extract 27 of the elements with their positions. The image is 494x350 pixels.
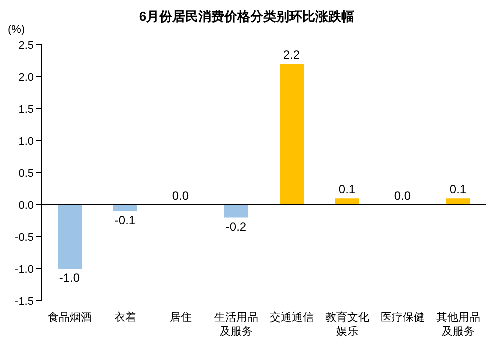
- x-tick-label: 食品烟酒: [48, 311, 92, 324]
- x-tick-label: 生活用品及服务: [214, 311, 258, 338]
- y-axis-title: (%): [8, 24, 26, 36]
- data-label: -1.0: [59, 271, 80, 285]
- data-label: 2.2: [283, 48, 300, 62]
- y-tick-label: 1.0: [18, 136, 34, 148]
- y-tick-label: 2.0: [18, 72, 34, 84]
- x-tick-label: 衣着: [114, 311, 136, 324]
- chart-title: 6月份居民消费价格分类别环比涨跌幅: [139, 9, 355, 24]
- y-tick-label: -1.0: [15, 264, 34, 276]
- data-label: 0.1: [450, 182, 467, 197]
- data-label: -0.2: [226, 220, 247, 234]
- x-tick-label: 居住: [170, 312, 192, 324]
- x-tick-label: 交通通信: [270, 311, 314, 324]
- x-tick-label: 教育文化娱乐: [325, 311, 370, 338]
- y-tick-label: 0.5: [18, 168, 34, 180]
- data-label: -0.1: [114, 213, 136, 228]
- x-tick-label: 其他用品及服务: [436, 311, 480, 338]
- y-tick-label: 1.5: [18, 104, 34, 116]
- y-tick-label: 2.5: [18, 40, 34, 52]
- data-label: 0.1: [338, 182, 356, 197]
- y-tick-label: -0.5: [15, 232, 34, 244]
- y-tick-label: -1.5: [15, 296, 34, 308]
- data-label: 0.0: [394, 189, 412, 203]
- y-tick-label: 0.0: [18, 200, 34, 212]
- data-label: 0.0: [172, 189, 190, 203]
- x-tick-label: 医疗保健: [380, 311, 425, 324]
